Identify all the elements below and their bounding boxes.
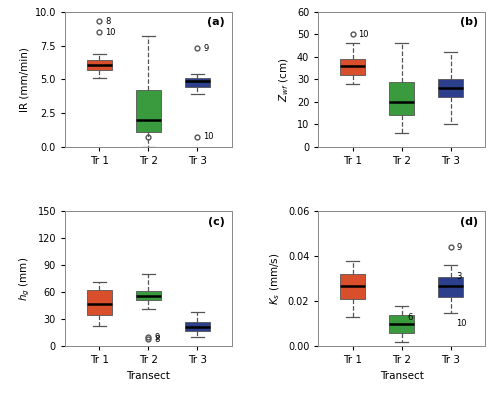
PathPatch shape: [438, 277, 464, 297]
Y-axis label: $h_g$ (mm): $h_g$ (mm): [18, 257, 32, 301]
X-axis label: Transect: Transect: [380, 371, 424, 381]
Text: 8: 8: [105, 17, 110, 26]
PathPatch shape: [389, 82, 414, 115]
PathPatch shape: [340, 274, 365, 299]
PathPatch shape: [389, 315, 414, 333]
PathPatch shape: [136, 90, 161, 132]
Text: (a): (a): [207, 18, 225, 27]
Text: 8: 8: [154, 335, 160, 343]
Text: 10: 10: [358, 30, 369, 39]
Text: 10: 10: [456, 319, 467, 328]
PathPatch shape: [86, 290, 112, 315]
Y-axis label: IR (mm/min): IR (mm/min): [19, 47, 29, 112]
PathPatch shape: [136, 291, 161, 300]
Text: 9: 9: [456, 243, 462, 252]
Text: 9: 9: [154, 333, 160, 342]
PathPatch shape: [184, 78, 210, 88]
PathPatch shape: [340, 59, 365, 75]
Y-axis label: $Z_{wf}$ (cm): $Z_{wf}$ (cm): [278, 57, 291, 101]
Text: (c): (c): [208, 217, 225, 227]
Text: 9: 9: [203, 44, 208, 53]
PathPatch shape: [86, 60, 112, 70]
Y-axis label: $K_s$ (mm/s): $K_s$ (mm/s): [268, 253, 282, 305]
Text: 10: 10: [203, 132, 213, 141]
Text: 6: 6: [408, 312, 413, 322]
Text: 10: 10: [105, 27, 116, 37]
Text: (b): (b): [460, 18, 478, 27]
PathPatch shape: [184, 322, 210, 331]
Text: (d): (d): [460, 217, 478, 227]
PathPatch shape: [438, 79, 464, 98]
Text: 3: 3: [456, 272, 462, 281]
X-axis label: Transect: Transect: [126, 371, 170, 381]
